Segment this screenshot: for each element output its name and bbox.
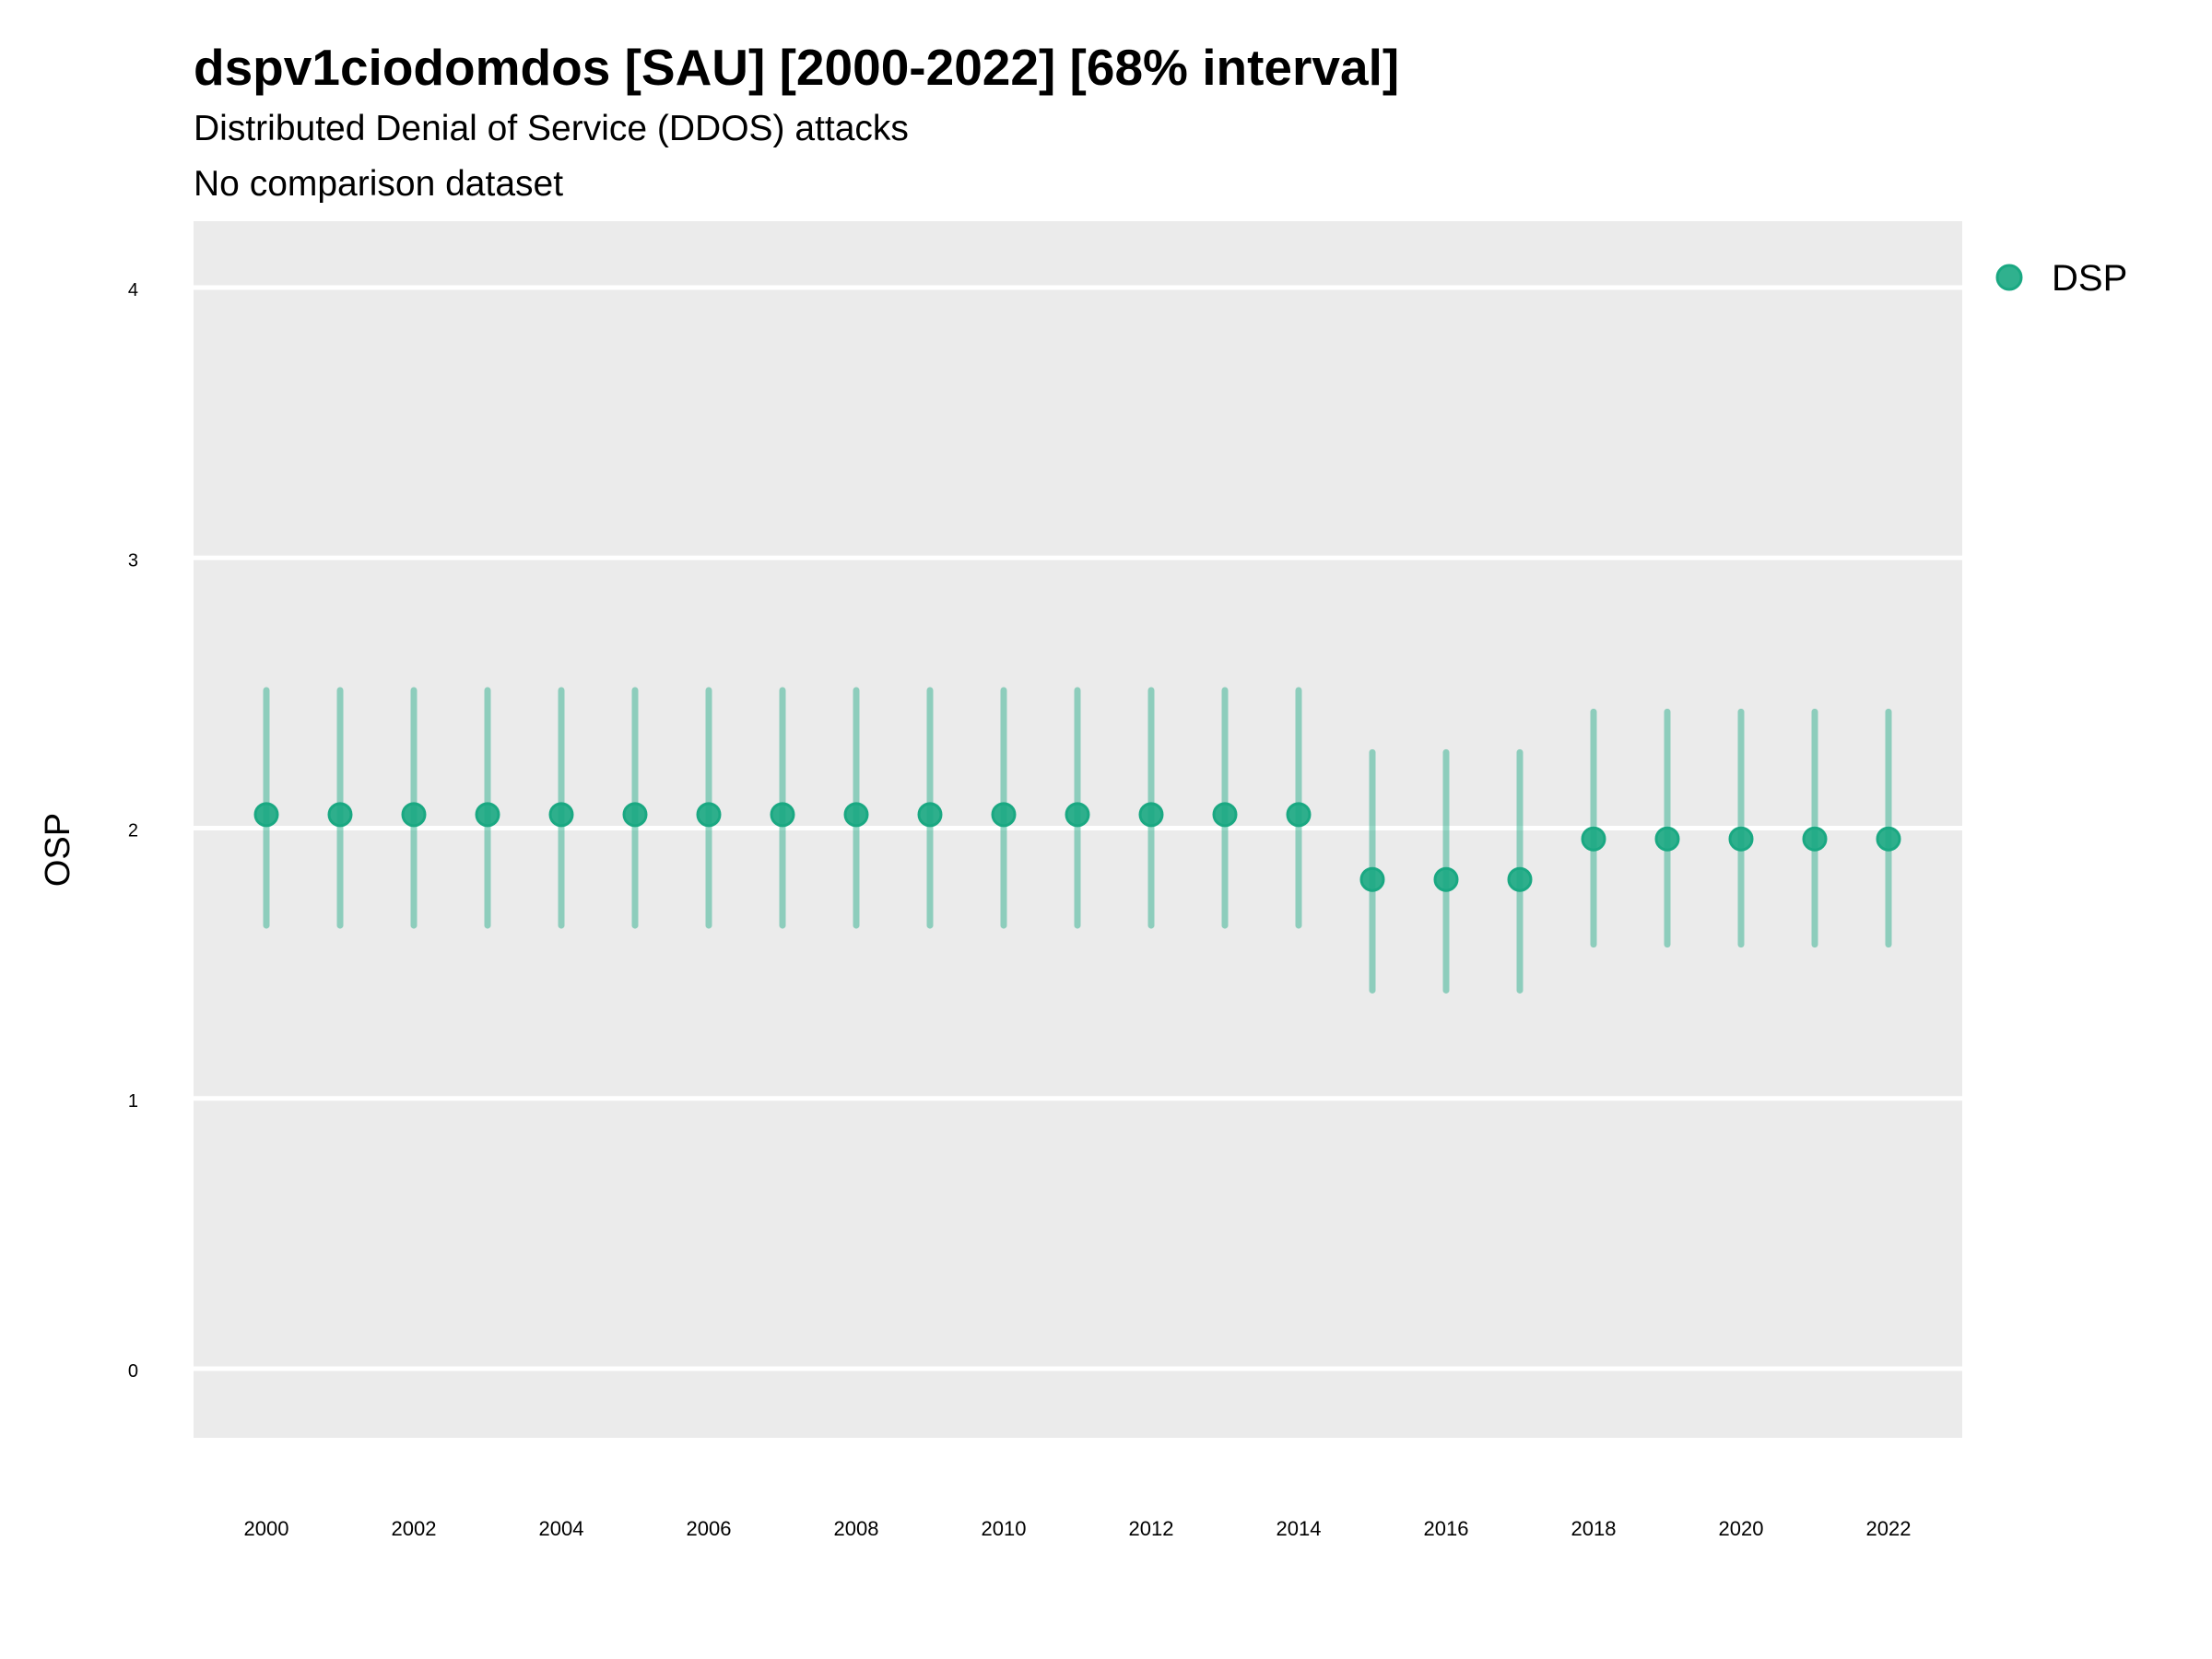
data-point — [1728, 826, 1754, 852]
data-point — [1286, 802, 1312, 828]
x-tick-label: 2002 — [392, 1517, 437, 1540]
data-point — [1138, 802, 1164, 828]
x-tick-labels: 2000 2002 2004 2006 2008 2010 2012 2014 2016 2018… — [244, 1517, 1912, 1540]
y-axis-label: OSP — [39, 813, 77, 887]
data-point — [1802, 826, 1828, 852]
legend-label: DSP — [2052, 258, 2127, 299]
data-point — [327, 802, 353, 828]
y-tick-label: 1 — [128, 1091, 138, 1112]
x-tick-label: 2014 — [1277, 1517, 1322, 1540]
data-point — [991, 802, 1017, 828]
data-point — [843, 802, 869, 828]
x-tick-label: 2016 — [1424, 1517, 1469, 1540]
data-point — [1876, 826, 1901, 852]
data-point — [1581, 826, 1606, 852]
data-point — [770, 802, 795, 828]
chart-subtitle: Distributed Denial of Service (DDOS) att… — [194, 109, 909, 148]
x-tick-label: 2022 — [1866, 1517, 1912, 1540]
x-tick-label: 2004 — [539, 1517, 584, 1540]
data-point — [917, 802, 943, 828]
data-point — [622, 802, 648, 828]
chart-title: dspv1ciodomdos [SAU] [2000-2022] [68% in… — [194, 39, 1399, 96]
x-tick-label: 2018 — [1571, 1517, 1617, 1540]
data-point — [1654, 826, 1680, 852]
data-point — [1359, 866, 1385, 892]
x-tick-label: 2006 — [687, 1517, 732, 1540]
legend-marker — [1995, 264, 2023, 291]
data-point — [401, 802, 427, 828]
x-tick-label: 2010 — [982, 1517, 1027, 1540]
data-point — [696, 802, 722, 828]
data-point — [548, 802, 574, 828]
data-point — [253, 802, 279, 828]
y-tick-label: 4 — [128, 280, 138, 300]
y-tick-label: 3 — [128, 550, 138, 571]
data-point — [475, 802, 500, 828]
x-tick-label: 2020 — [1719, 1517, 1764, 1540]
data-marks — [253, 687, 1901, 994]
data-point — [1212, 802, 1238, 828]
data-point — [1065, 802, 1090, 828]
legend: DSP — [1995, 258, 2127, 299]
data-point — [1433, 866, 1459, 892]
data-point — [1507, 866, 1533, 892]
y-tick-label: 2 — [128, 821, 138, 841]
chart-caption-line: No comparison dataset — [194, 164, 563, 204]
x-tick-label: 2000 — [244, 1517, 289, 1540]
y-tick-labels: 0 1 2 3 4 — [128, 280, 138, 1382]
x-tick-label: 2012 — [1129, 1517, 1174, 1540]
y-tick-label: 0 — [128, 1361, 138, 1382]
x-tick-label: 2008 — [834, 1517, 879, 1540]
